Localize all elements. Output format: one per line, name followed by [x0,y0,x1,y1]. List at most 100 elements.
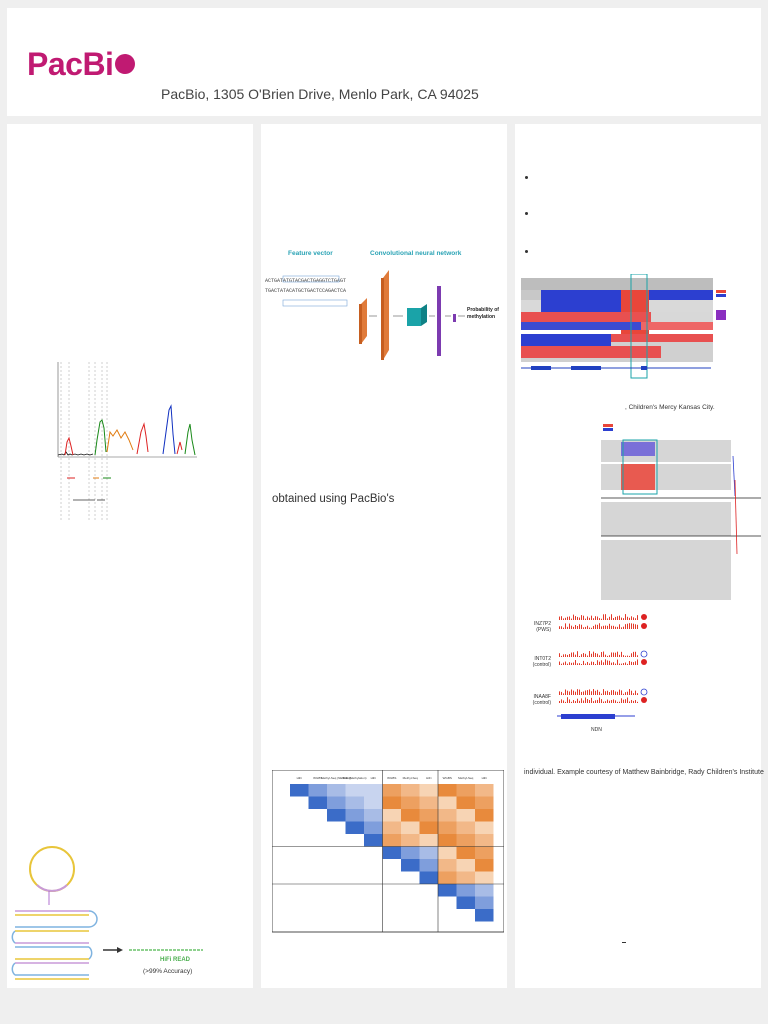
matrix-cell [456,896,475,909]
allele-bar [599,618,600,620]
allele-bar [579,663,580,665]
hifi-accuracy-label: (>99% Accuracy) [143,968,193,975]
allele-bar [585,626,586,629]
allele-bar [591,627,592,629]
allele-bar [621,627,622,629]
allele-bar [629,623,630,629]
matrix-cell [308,784,327,797]
allele-bar [601,618,602,620]
allele-bar [607,625,608,629]
allele-bar [609,700,610,703]
probability-label: Probability of methylation [467,307,499,320]
allele-bar [627,655,628,657]
matrix-header: HiFi (Methylation) [343,776,367,780]
allele-bar [635,651,636,657]
gene-label: NDN [591,727,602,733]
allele-bar [635,618,636,620]
allele-bar [571,652,572,657]
allele-bar [633,693,634,695]
allele-bar [629,660,630,665]
matrix-header: HiFi [371,776,377,780]
allele-bar [607,618,608,620]
allele-bar [633,623,634,629]
matrix-cell [419,796,438,809]
allele-bar [579,655,580,657]
allele-bar [621,690,622,695]
smrtbell-read-diagram [11,846,203,980]
allele-bar [575,654,576,657]
allele-bar [635,624,636,629]
allele-bar [621,651,622,657]
allele-bar [567,697,568,703]
allele-bar [577,698,578,703]
matrix-cell [382,834,401,847]
matrix-cell [419,846,438,859]
allele-bar [559,616,560,620]
column-1: HiFi READ (>99% Accuracy) [7,124,253,988]
matrix-cell [419,809,438,822]
matrix-cell [456,859,475,872]
matrix-cell [475,784,494,797]
allele-bar [583,700,584,703]
allele-bar [559,626,560,629]
allele-bar [581,654,582,657]
matrix-cell [475,884,494,897]
matrix-cell [456,846,475,859]
allele-bar [561,616,562,620]
allele-bar [585,663,586,665]
allele-bar [599,623,600,629]
allele-bar [567,690,568,695]
allele-bar [617,626,618,629]
allele-bar [583,660,584,665]
pacbio-logo: PacBi [27,46,136,83]
allele-bar [599,655,600,657]
allele-bar [629,689,630,695]
row-label-2: INT0T2 (control) [532,656,551,668]
allele-bar [597,699,598,703]
allele-bar [563,662,564,665]
allele-bar [605,614,606,620]
allele-bar [601,652,602,657]
allele-bar [619,624,620,629]
body-text: obtained using PacBio's [272,493,395,505]
allele-bar [591,653,592,657]
allele-bar [585,690,586,695]
allele-bar [597,660,598,665]
allele-bar [633,700,634,703]
allele-bar [597,624,598,629]
allele-bar [611,690,612,695]
allele-bar [583,627,584,629]
matrix-cell [401,784,420,797]
allele-bar [613,625,614,629]
matrix-cell [327,784,346,797]
allele-bar [625,614,626,620]
logo-dot-icon [115,53,136,74]
allele-bar [601,699,602,703]
allele-bar [561,626,562,629]
matrix-cell [327,796,346,809]
allele-bar [565,701,566,703]
allele-bar [607,655,608,657]
allele-bar [601,626,602,629]
allele-bar [561,691,562,695]
allele-bar [565,623,566,629]
matrix-header: HiFi [482,776,488,780]
matrix-header: Methyl-Seq (NEBNext) [321,776,351,780]
allele-bar [621,663,622,665]
allele-bar [569,691,570,695]
allele-bar [635,661,636,665]
allele-bar [581,698,582,703]
allele-bar [573,626,574,629]
allele-bar [613,699,614,703]
allele-bar [577,651,578,657]
matrix-cell [401,834,420,847]
matrix-cell [438,884,457,897]
allele-bar [595,616,596,620]
allele-bar [603,625,604,629]
allele-bar [575,691,576,695]
allele-bar [591,691,592,695]
allele-bar [587,655,588,657]
allele-bar [635,690,636,695]
cnn-diagram [282,270,465,360]
allele-bar [613,652,614,657]
